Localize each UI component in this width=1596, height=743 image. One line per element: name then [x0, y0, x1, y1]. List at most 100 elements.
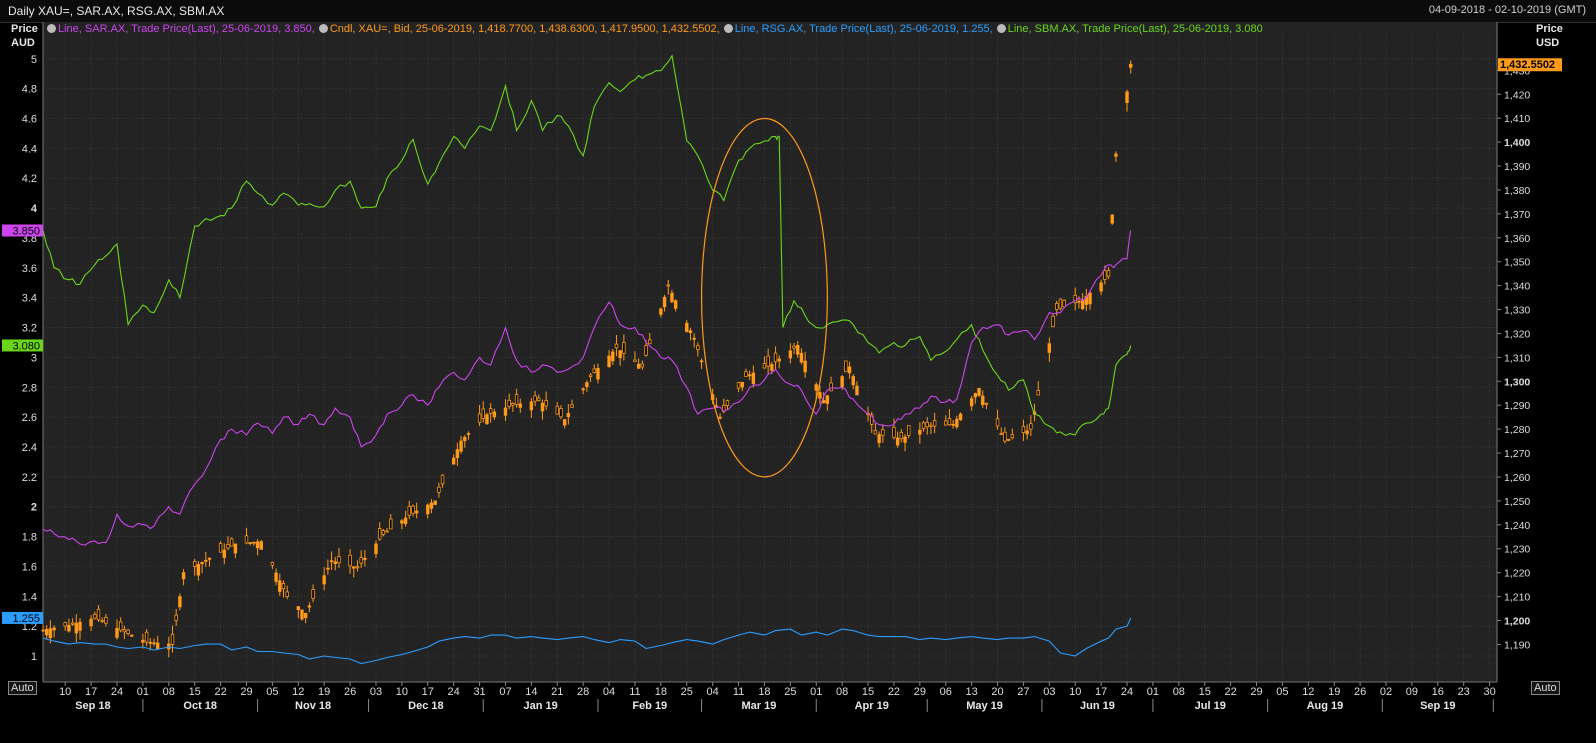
- candle-body: [178, 596, 182, 608]
- candle-body: [736, 382, 741, 389]
- candle-body: [451, 457, 456, 465]
- candle-body: [614, 343, 619, 349]
- candle-body: [799, 352, 804, 363]
- candle-body: [814, 384, 818, 391]
- candle-body: [670, 292, 674, 303]
- candle-body: [537, 397, 541, 401]
- right-axis-tick: 1,290: [1504, 400, 1530, 412]
- right-axis-tick: 1,310: [1504, 352, 1530, 364]
- series-toggle-icon[interactable]: [47, 24, 56, 33]
- candle-body: [847, 366, 852, 374]
- candle-body: [89, 618, 93, 627]
- x-axis-day-tick: 10: [1069, 686, 1081, 698]
- right-auto-scale-button[interactable]: Auto: [1531, 681, 1560, 695]
- candle-body: [414, 510, 419, 514]
- legend-item[interactable]: Cndl, XAU=, Bid, 25-06-2019, 1,418.7700,…: [318, 23, 720, 35]
- x-axis-day-tick: 18: [758, 686, 770, 698]
- xau-candles: [41, 60, 1133, 658]
- candle-body: [714, 405, 719, 408]
- candle-body: [274, 572, 278, 582]
- candle-body: [899, 431, 904, 440]
- legend-item[interactable]: Line, SBM.AX, Trade Price(Last), 25-06-2…: [996, 23, 1263, 35]
- candle-body: [644, 345, 648, 356]
- x-axis-day-tick: 19: [318, 686, 330, 698]
- candle-body: [821, 400, 826, 404]
- x-axis-day-tick: 02: [1380, 686, 1392, 698]
- candle-body: [255, 541, 260, 549]
- x-axis-day-tick: 29: [240, 686, 252, 698]
- candle-body: [818, 392, 822, 399]
- x-axis-day-tick: 11: [733, 686, 744, 698]
- x-axis-month-label: Jan 19: [523, 700, 557, 712]
- candle-body: [281, 583, 286, 590]
- candle-body: [296, 606, 300, 611]
- right-axis-tick: 1,320: [1504, 328, 1530, 340]
- x-axis-day-tick: 12: [292, 686, 304, 698]
- candle-body: [229, 538, 234, 547]
- left-axis-tick: 2.6: [22, 412, 37, 424]
- candle-body: [326, 567, 330, 570]
- legend-item[interactable]: Line, RSG.AX, Trade Price(Last), 25-06-2…: [723, 23, 993, 35]
- x-axis-day-tick: 15: [862, 686, 874, 698]
- candle-body: [285, 591, 289, 597]
- candle-body: [829, 382, 833, 392]
- left-axis-tick: 2.2: [22, 472, 37, 484]
- x-axis-day-tick: 16: [1432, 686, 1444, 698]
- series-line-sar-ax: [42, 230, 1132, 546]
- x-axis-day-tick: 01: [810, 686, 822, 698]
- candle-body: [204, 559, 208, 562]
- candle-body: [666, 284, 670, 287]
- candle-body: [74, 622, 78, 634]
- series-toggle-icon[interactable]: [996, 24, 1006, 33]
- candle-body: [581, 388, 585, 391]
- x-axis-day-tick: 22: [214, 686, 226, 698]
- candle-body: [555, 405, 559, 415]
- right-axis-tick: 1,190: [1504, 639, 1530, 651]
- right-axis-tick: 1,370: [1504, 209, 1530, 221]
- candle-body: [244, 535, 249, 544]
- left-axis-tick: 1.6: [22, 561, 37, 573]
- candle-body: [492, 411, 497, 418]
- right-axis-tick: 1,330: [1504, 305, 1530, 317]
- right-axis-label-currency: USD: [1536, 37, 1560, 49]
- left-axis-tick: 3: [31, 352, 37, 364]
- candle-body: [518, 403, 522, 408]
- candle-body: [1106, 269, 1111, 277]
- right-axis-tick: 1,250: [1504, 496, 1530, 508]
- x-axis-month-label: Jul 19: [1195, 700, 1226, 712]
- candle-body: [958, 413, 963, 421]
- candle-body: [481, 408, 485, 419]
- left-axis-tick: 3.6: [22, 263, 37, 275]
- x-axis-day-tick: 29: [914, 686, 926, 698]
- left-auto-scale-button[interactable]: Auto: [8, 681, 37, 695]
- candle-body: [311, 589, 315, 599]
- candle-body: [673, 300, 678, 309]
- candle-body: [1055, 302, 1059, 310]
- x-axis-month-label: Feb 19: [632, 700, 667, 712]
- candle-body: [1047, 343, 1052, 353]
- candle-body: [141, 639, 145, 643]
- legend-text: Line, RSG.AX, Trade Price(Last), 25-06-2…: [734, 23, 993, 35]
- left-axis-tick: 3.4: [22, 293, 37, 305]
- x-axis-day-tick: 26: [344, 686, 356, 698]
- x-axis-day-tick: 24: [111, 686, 123, 698]
- candle-body: [570, 404, 574, 408]
- candle-body: [363, 557, 367, 560]
- candle-body: [995, 418, 1000, 427]
- right-axis-tick: 1,300: [1504, 376, 1530, 388]
- series-toggle-icon[interactable]: [318, 24, 328, 33]
- x-axis-day-tick: 31: [473, 686, 485, 698]
- candle-body: [844, 360, 848, 373]
- last-value-tag-text: 3.850: [12, 225, 40, 237]
- x-axis-day-tick: 04: [603, 686, 615, 698]
- x-axis-day-tick: 23: [1458, 686, 1470, 698]
- x-axis-day-tick: 24: [1121, 686, 1133, 698]
- candle-body: [633, 359, 637, 362]
- series-toggle-icon[interactable]: [723, 24, 733, 33]
- candle-body: [270, 562, 275, 566]
- candle-body: [984, 402, 989, 405]
- right-axis-tick: 1,270: [1504, 448, 1530, 460]
- candle-body: [278, 580, 282, 592]
- legend-item[interactable]: Line, SAR.AX, Trade Price(Last), 25-06-2…: [47, 23, 315, 35]
